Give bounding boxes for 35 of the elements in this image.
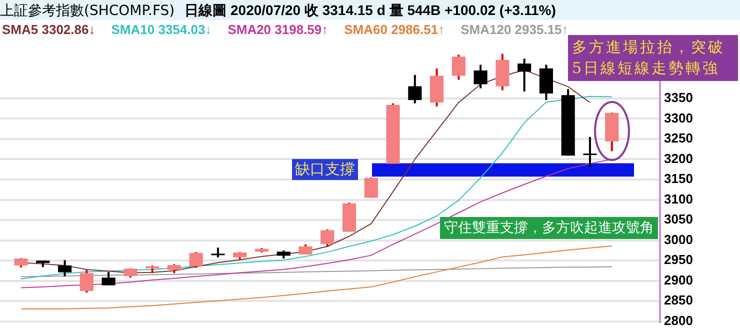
text: SMA60 2986.51↑ [344, 22, 445, 37]
y-tick-label: 3150 [664, 171, 693, 186]
candlestick [189, 251, 203, 269]
y-tick-label: 3200 [664, 150, 693, 166]
candlestick [211, 246, 225, 258]
candlestick [14, 257, 28, 268]
y-tick-label: 3300 [664, 110, 693, 126]
candlestick [583, 136, 597, 168]
y-tick-label: 2950 [664, 252, 693, 268]
band-label: 缺口支撐 [292, 158, 358, 180]
annotation: 守住雙重支撐，多方吹起進攻號角 [440, 217, 658, 239]
candlestick [364, 176, 378, 199]
y-tick-label: 3050 [664, 212, 693, 227]
candlestick [80, 268, 94, 294]
y-tick-label: 2900 [664, 272, 693, 288]
candlestick [58, 259, 72, 278]
y-tick-label: 2850 [664, 292, 693, 308]
candlestick [452, 54, 466, 81]
text: SMA5 3302.86↓ [2, 22, 96, 37]
candlestick [408, 74, 422, 104]
chart-subtitle: 日線圖 2020/07/20 收 3314.15 d 量 544B +100.02 (+3.11%) [184, 2, 556, 18]
candlestick [102, 270, 116, 286]
chart-title: 上証參考指數(SHCOMP.FS) [0, 3, 175, 19]
text: SMA20 3198.59↑ [228, 22, 328, 37]
annotation: 多方進場拉抬，突破5日線短線走勢轉強 [568, 35, 738, 81]
y-tick-label: 3100 [664, 191, 693, 206]
y-tick-label: 3250 [664, 130, 693, 146]
y-tick-label: 3350 [664, 90, 693, 105]
candlestick [320, 228, 334, 248]
text: SMA10 3354.03↓ [111, 22, 212, 37]
candlestick [518, 58, 532, 93]
y-tick-label: 2800 [664, 312, 693, 328]
y-tick-label: 3000 [664, 232, 693, 247]
candlestick [474, 64, 488, 90]
text: SMA120 2935.15↑ [460, 22, 568, 37]
